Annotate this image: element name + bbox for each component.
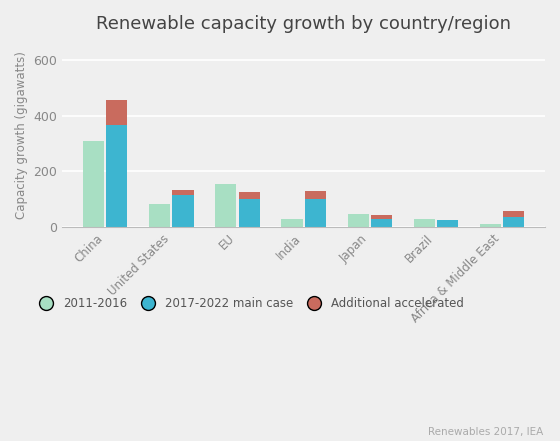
Legend: 2011-2016, 2017-2022 main case, Additional accelerated: 2011-2016, 2017-2022 main case, Addition… [30,292,468,314]
Bar [282,219,302,227]
Bar [480,224,501,227]
Bar [437,220,458,227]
Bar [172,190,194,195]
Bar [503,211,524,217]
Bar [414,219,435,227]
Bar [239,199,260,227]
Text: Renewables 2017, IEA: Renewables 2017, IEA [428,426,543,437]
Y-axis label: Capacity growth (gigawatts): Capacity growth (gigawatts) [15,51,28,219]
Bar [305,191,326,199]
Bar [371,219,392,227]
Bar [83,141,104,227]
Bar [305,199,326,227]
Title: Renewable capacity growth by country/region: Renewable capacity growth by country/reg… [96,15,511,33]
Bar [371,215,392,219]
Bar [239,192,260,199]
Bar [503,217,524,227]
Bar [348,214,368,227]
Bar [106,125,128,227]
Bar [106,100,128,125]
Bar [215,184,236,227]
Bar [149,203,170,227]
Bar [172,195,194,227]
